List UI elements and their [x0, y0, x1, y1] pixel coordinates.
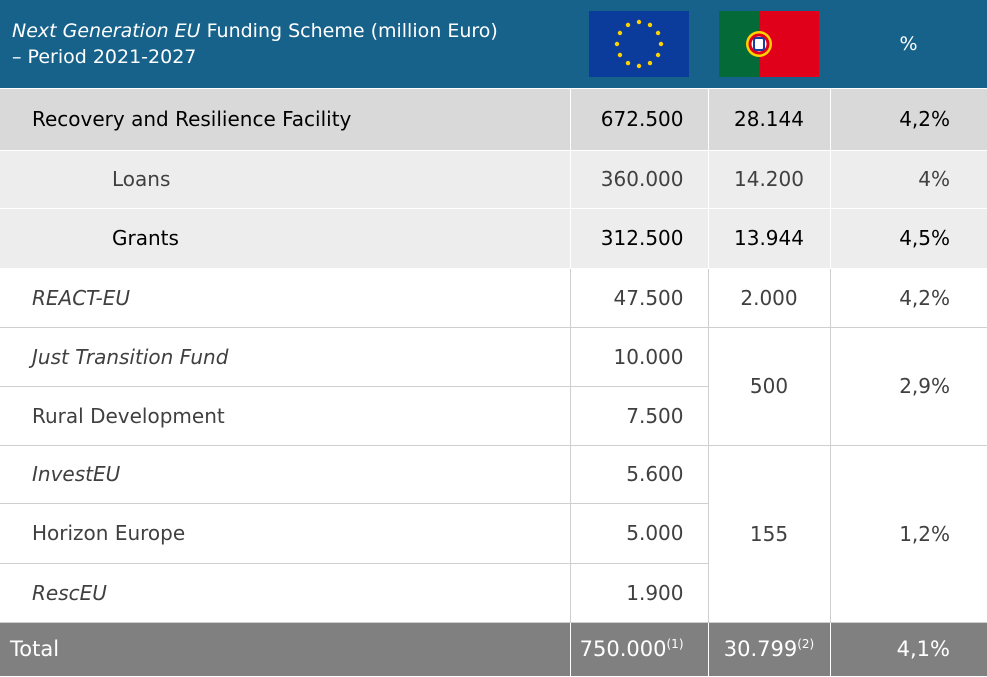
header-row: Next Generation EU Funding Scheme (milli… [0, 0, 987, 88]
row-label: Recovery and Resilience Facility [0, 87, 570, 151]
total-row: Total 750.000(1) 30.799(2) 4,1% [0, 621, 987, 677]
eu-value: 10.000 [569, 326, 708, 387]
total-pt: 30.799(2) [707, 621, 830, 677]
pt-value: 28.144 [707, 87, 830, 151]
row-label: Loans [0, 149, 570, 209]
table-row: Recovery and Resilience Facility 672.500 2… [0, 87, 987, 151]
eu-value: 5.000 [569, 502, 708, 564]
pt-value: 13.944 [707, 207, 830, 269]
pct-value: 4,2% [829, 267, 987, 328]
table-row: Grants 312.500 13.944 4,5% [0, 207, 987, 269]
row-label: Grants [0, 207, 570, 269]
star [647, 60, 653, 66]
row-label: Just Transition Fund [0, 326, 570, 387]
title-rest: Funding Scheme (million Euro) [206, 19, 498, 42]
pt-value: 500 [707, 326, 830, 446]
table-row: Loans 360.000 14.200 4% [0, 149, 987, 209]
eu-value: 672.500 [569, 87, 708, 151]
eu-value: 312.500 [569, 207, 708, 269]
eu-value: 360.000 [569, 149, 708, 209]
row-label: Horizon Europe [0, 502, 570, 564]
header-title: Next Generation EU Funding Scheme (milli… [0, 0, 570, 88]
pt-value: 14.200 [707, 149, 830, 209]
eu-value: 1.900 [569, 562, 708, 623]
total-pt-value: 30.799 [723, 637, 798, 661]
table-row: REACT-EU 47.500 2.000 4,2% [0, 267, 987, 328]
total-eu-value: 750.000 [579, 637, 667, 661]
star [625, 22, 631, 27]
pct-value: 4,5% [829, 207, 987, 269]
pt-flag [719, 10, 819, 77]
total-eu-note: (1) [666, 637, 684, 651]
table-row: Horizon Europe 5.000 [0, 502, 987, 564]
table-row: Just Transition Fund 10.000 500 2,9% [0, 326, 987, 446]
eu-flag [589, 10, 689, 77]
eu-value: 7.500 [569, 385, 708, 446]
pct-value: 4,2% [829, 87, 987, 151]
pt-flag-cell [708, 0, 830, 88]
star [658, 41, 664, 46]
table-row: RescEU 1.900 [0, 562, 987, 623]
row-label: REACT-EU [0, 267, 570, 328]
title-italic: Next Generation EU [12, 19, 201, 42]
pt-value: 155 [707, 444, 830, 623]
total-pt-note: (2) [797, 637, 815, 651]
table-row: InvestEU 5.600 155 1,2% [0, 444, 987, 623]
title-line2: – Period 2021-2027 [12, 45, 197, 68]
row-label: InvestEU [0, 444, 570, 504]
total-label: Total [0, 621, 570, 677]
total-eu: 750.000(1) [569, 621, 708, 677]
row-label: RescEU [0, 562, 570, 623]
star [625, 60, 631, 66]
star [655, 30, 661, 35]
star [636, 19, 642, 24]
total-pct: 4,1% [829, 621, 987, 677]
star [636, 63, 642, 68]
table-row: Rural Development 7.500 [0, 385, 987, 446]
star [617, 52, 623, 57]
star [617, 30, 623, 35]
eu-value: 5.600 [569, 444, 708, 504]
pct-value: 2,9% [829, 326, 987, 446]
eu-flag-cell [570, 0, 708, 88]
pct-value: 4% [829, 149, 987, 209]
row-label: Rural Development [0, 385, 570, 446]
eu-value: 47.500 [569, 267, 708, 328]
header-pct: % [830, 0, 987, 88]
star [655, 52, 661, 57]
pt-value: 2.000 [707, 267, 830, 328]
pct-value: 1,2% [829, 444, 987, 623]
star [614, 41, 620, 46]
star [647, 22, 653, 27]
